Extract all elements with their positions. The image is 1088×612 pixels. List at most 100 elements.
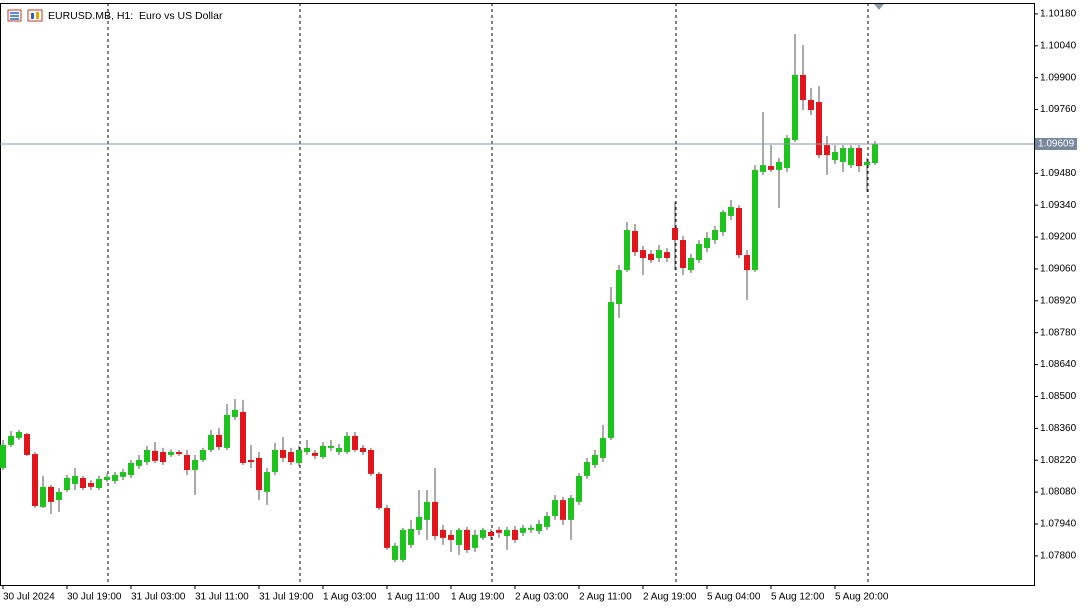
candle-body [608, 301, 614, 438]
x-tick-label: 1 Aug 19:00 [451, 592, 505, 603]
candle-body [192, 459, 198, 471]
candle-body [336, 447, 342, 453]
candle-body [256, 457, 262, 491]
candle-body [312, 452, 318, 456]
candle-body [384, 508, 390, 548]
candle-body [8, 435, 14, 445]
candle-body [792, 74, 798, 141]
candle-body [552, 500, 558, 517]
candle-body [344, 435, 350, 453]
last-price-label: 1.09609 [1038, 139, 1075, 150]
candle-body [208, 434, 214, 450]
candle-body [472, 534, 478, 548]
candle-body [328, 445, 334, 448]
y-tick-label: 1.08640 [1040, 359, 1077, 370]
y-tick-label: 1.09340 [1040, 200, 1077, 211]
y-tick-label: 1.10180 [1040, 9, 1077, 20]
candle-body [448, 534, 454, 540]
candle-body [568, 498, 574, 520]
y-tick-label: 1.10040 [1040, 40, 1077, 51]
candle-body [272, 449, 278, 473]
candle-body [464, 529, 470, 550]
x-tick-label: 1 Aug 11:00 [387, 592, 440, 603]
candle-body [304, 447, 310, 453]
y-tick-label: 1.07800 [1040, 550, 1077, 561]
candle-body [832, 151, 838, 161]
candle-body [480, 529, 486, 538]
x-tick-label: 31 Jul 03:00 [131, 592, 186, 603]
y-tick-label: 1.09480 [1040, 168, 1077, 179]
candle-body [40, 486, 46, 507]
candle-body [176, 452, 182, 455]
candle-body [240, 411, 246, 463]
candle-body [800, 74, 806, 100]
candle-body [656, 250, 662, 259]
candle-body [400, 529, 406, 560]
candle-body [200, 449, 206, 460]
x-tick-label: 2 Aug 11:00 [579, 592, 632, 603]
candle-body [600, 437, 606, 458]
candle-body [80, 477, 86, 488]
y-tick-label: 1.09900 [1040, 72, 1077, 83]
candle-body [112, 475, 118, 481]
y-tick-label: 1.07940 [1040, 519, 1077, 530]
candle-body [712, 230, 718, 241]
candle-body [296, 449, 302, 463]
x-tick-label: 2 Aug 19:00 [643, 592, 697, 603]
candle-body [864, 161, 870, 166]
candle-body [72, 475, 78, 484]
candle-body [232, 409, 238, 417]
candle-body [128, 462, 134, 476]
candle-body [584, 462, 590, 476]
candle-body [32, 454, 38, 506]
candle-body [768, 166, 774, 170]
candle-body [440, 529, 446, 538]
candle-body [320, 445, 326, 458]
candle-body [728, 207, 734, 216]
candle-body [672, 227, 678, 241]
icon-frame [27, 9, 43, 22]
candle-body [424, 501, 430, 520]
candle-body [64, 477, 70, 491]
candle-body [96, 478, 102, 488]
candle-body [496, 529, 502, 533]
menu-icon[interactable] [7, 9, 22, 22]
candle-body [848, 148, 854, 166]
y-tick-label: 1.09200 [1040, 232, 1077, 243]
chart-title: EURUSD.MB, H1: Euro vs US Dollar [48, 10, 223, 22]
candle-body [624, 230, 630, 271]
candle-body [360, 447, 366, 453]
x-tick-label: 5 Aug 12:00 [771, 592, 825, 603]
candle-body [744, 255, 750, 271]
candle-body [736, 207, 742, 256]
candle-body [824, 145, 830, 156]
candle-body [16, 431, 22, 438]
candle-body [160, 452, 166, 463]
candle-body [352, 435, 358, 450]
candle-body [696, 243, 702, 261]
candle-body [24, 434, 30, 455]
candle-body [288, 452, 294, 463]
candle-body [536, 523, 542, 532]
candle-body [104, 476, 110, 481]
candle-body [560, 500, 566, 520]
candle-body [224, 414, 230, 448]
candle-body [592, 454, 598, 466]
candle-body [528, 527, 534, 530]
y-tick-label: 1.09760 [1040, 104, 1077, 115]
candle-body [840, 148, 846, 162]
y-tick-label: 1.08780 [1040, 327, 1077, 338]
candle-body [48, 486, 54, 502]
candle-body [784, 138, 790, 169]
candle-body [504, 529, 510, 537]
candle-body [872, 143, 878, 164]
chart-icon[interactable] [27, 9, 43, 22]
candle-body [640, 250, 646, 259]
candle-body [216, 434, 222, 448]
y-tick-label: 1.09060 [1040, 264, 1077, 275]
plot-border [0, 3, 1035, 586]
x-tick-label: 30 Jul 2024 [3, 592, 55, 603]
candle-body [856, 148, 862, 167]
